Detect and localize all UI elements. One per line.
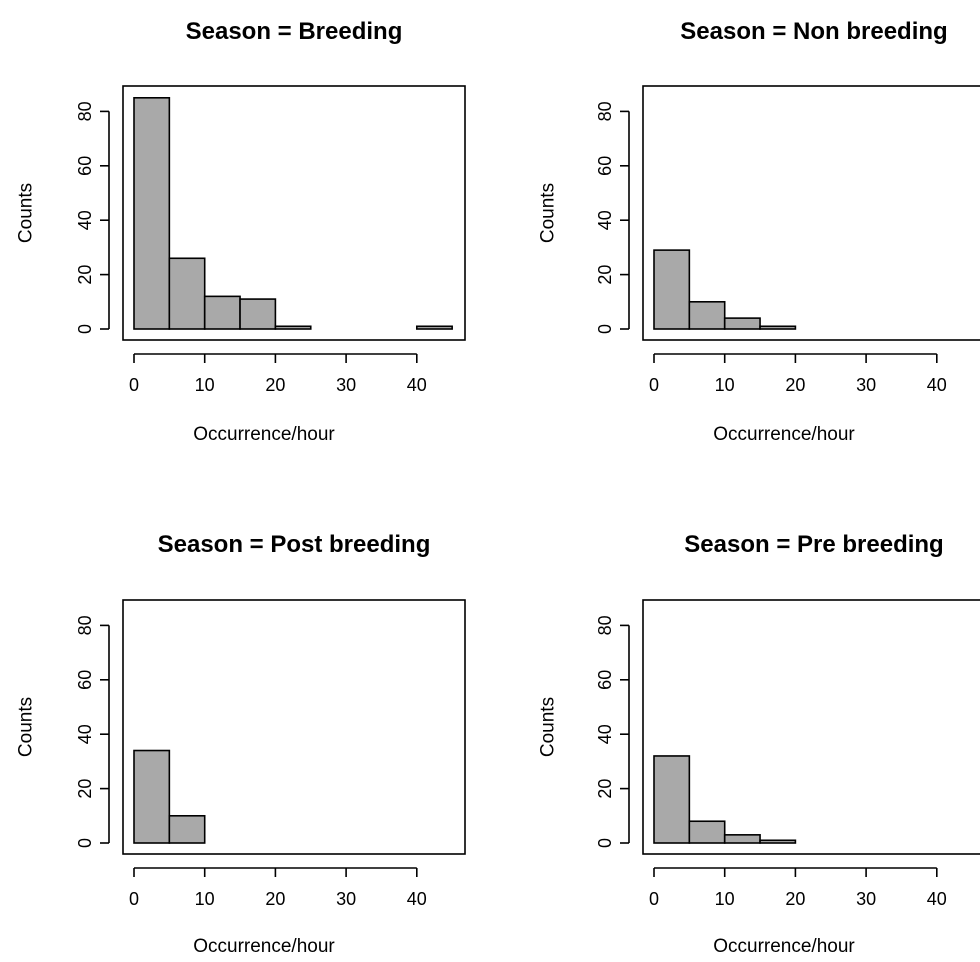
- y-axis-label: Counts: [16, 697, 37, 757]
- x-axis-label: Occurrence/hour: [713, 424, 855, 445]
- x-tick-label: 30: [856, 889, 876, 909]
- plot-frame: [642, 599, 980, 855]
- y-tick-label: 60: [595, 156, 615, 176]
- histogram-bar: [688, 820, 726, 844]
- histogram-bar: [133, 749, 171, 844]
- x-axis-label: Occurrence/hour: [713, 936, 855, 957]
- x-axis-label: Occurrence/hour: [193, 424, 335, 445]
- y-tick-label: 40: [595, 210, 615, 230]
- panel-title: Season = Breeding: [186, 18, 403, 45]
- x-axis-label: Occurrence/hour: [193, 936, 335, 957]
- y-tick-label: 80: [595, 615, 615, 635]
- panel-title: Season = Pre breeding: [684, 531, 943, 558]
- histogram-panel: Season = Post breeding 0 10 20 30 40 0 20 40 60 80…: [16, 531, 466, 957]
- histogram-bar: [688, 300, 726, 330]
- x-tick-label: 30: [336, 889, 356, 909]
- y-tick-label: 0: [595, 324, 615, 334]
- x-tick-label: 30: [336, 375, 356, 395]
- histogram-bar: [203, 295, 241, 330]
- histogram-bar: [759, 839, 797, 844]
- histogram-bar: [759, 325, 797, 330]
- y-axis-label: Counts: [16, 183, 37, 243]
- y-axis-label: Counts: [538, 183, 559, 243]
- x-tick-label: 40: [927, 889, 947, 909]
- panel-title: Season = Non breeding: [680, 18, 947, 45]
- histogram-panel: Season = Pre breeding 0 10 20 30 40 0 20 40 60 80 O…: [538, 531, 980, 957]
- y-tick-label: 60: [75, 670, 95, 690]
- histogram-bar: [723, 317, 761, 330]
- histogram-bar: [723, 834, 761, 844]
- y-tick-label: 80: [75, 615, 95, 635]
- x-tick-label: 40: [407, 375, 427, 395]
- histogram-panel: Season = Breeding 0 10 20 30 40 0 20 40 60 80 Occur…: [16, 18, 466, 445]
- y-tick-label: 20: [595, 779, 615, 799]
- y-axis-label: Counts: [538, 697, 559, 757]
- histogram-bar: [653, 755, 691, 844]
- histogram-bar: [168, 257, 206, 330]
- histogram-bar: [133, 97, 171, 330]
- x-tick-label: 0: [649, 889, 659, 909]
- y-tick-label: 60: [595, 670, 615, 690]
- x-tick-label: 40: [407, 889, 427, 909]
- y-tick-label: 20: [75, 265, 95, 285]
- x-tick-label: 0: [649, 375, 659, 395]
- y-tick-label: 0: [595, 838, 615, 848]
- y-tick-label: 40: [595, 724, 615, 744]
- y-tick-label: 40: [75, 724, 95, 744]
- y-tick-label: 60: [75, 156, 95, 176]
- histogram-bar: [415, 325, 453, 330]
- x-tick-label: 20: [785, 375, 805, 395]
- x-tick-label: 10: [715, 375, 735, 395]
- histogram-bar: [274, 325, 312, 330]
- histogram-bar: [653, 249, 691, 330]
- y-tick-label: 0: [75, 838, 95, 848]
- x-tick-label: 10: [715, 889, 735, 909]
- x-tick-label: 10: [195, 889, 215, 909]
- y-tick-label: 80: [595, 101, 615, 121]
- y-tick-label: 20: [75, 779, 95, 799]
- plot-frame: [122, 599, 466, 855]
- plot-frame: [642, 85, 980, 341]
- x-tick-label: 40: [927, 375, 947, 395]
- x-tick-label: 30: [856, 375, 876, 395]
- y-tick-label: 40: [75, 210, 95, 230]
- y-tick-label: 20: [595, 265, 615, 285]
- x-tick-label: 0: [129, 889, 139, 909]
- x-tick-label: 20: [785, 889, 805, 909]
- y-tick-label: 0: [75, 324, 95, 334]
- x-tick-label: 20: [265, 375, 285, 395]
- histogram-bar: [168, 814, 206, 844]
- y-tick-label: 80: [75, 101, 95, 121]
- histogram-panel: Season = Non breeding 0 10 20 30 40 0 20 40 60 80 O…: [538, 18, 980, 445]
- x-tick-label: 0: [129, 375, 139, 395]
- plot-frame: [122, 85, 466, 341]
- histogram-bar: [239, 298, 277, 330]
- x-tick-label: 10: [195, 375, 215, 395]
- panel-title: Season = Post breeding: [158, 531, 431, 558]
- x-tick-label: 20: [265, 889, 285, 909]
